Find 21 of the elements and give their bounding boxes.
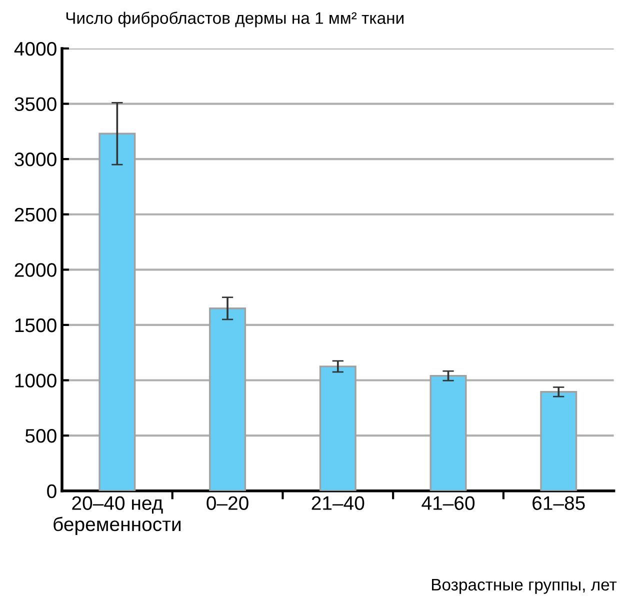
y-tick-label: 3500: [14, 97, 56, 112]
bar: [430, 375, 467, 491]
y-tick-label: 500: [25, 429, 56, 443]
bar: [540, 391, 578, 491]
bar: [98, 132, 136, 491]
y-tick-label: 4000: [14, 42, 56, 56]
bar: [319, 366, 356, 491]
y-tick-label: 3000: [14, 152, 56, 166]
x-tick-label: 61–85: [532, 496, 585, 510]
bar: [209, 308, 246, 491]
x-tick-label: 41–60: [422, 496, 475, 510]
y-axis-title: Число фибробластов дермы на 1 мм² ткани: [66, 12, 404, 28]
y-tick-label: 1000: [15, 374, 56, 388]
y-tick-label: 1500: [15, 318, 56, 332]
x-tick-label: 0–20: [206, 496, 248, 510]
x-tick-label: 21–40: [312, 496, 364, 510]
y-tick-label: 2500: [14, 208, 56, 222]
y-tick-label: 0: [47, 484, 56, 498]
x-axis-title: Возрастные группы, лет: [432, 578, 617, 594]
y-tick-label: 2000: [14, 263, 56, 277]
x-tick-label: 20–40 нед беременности: [54, 496, 180, 535]
